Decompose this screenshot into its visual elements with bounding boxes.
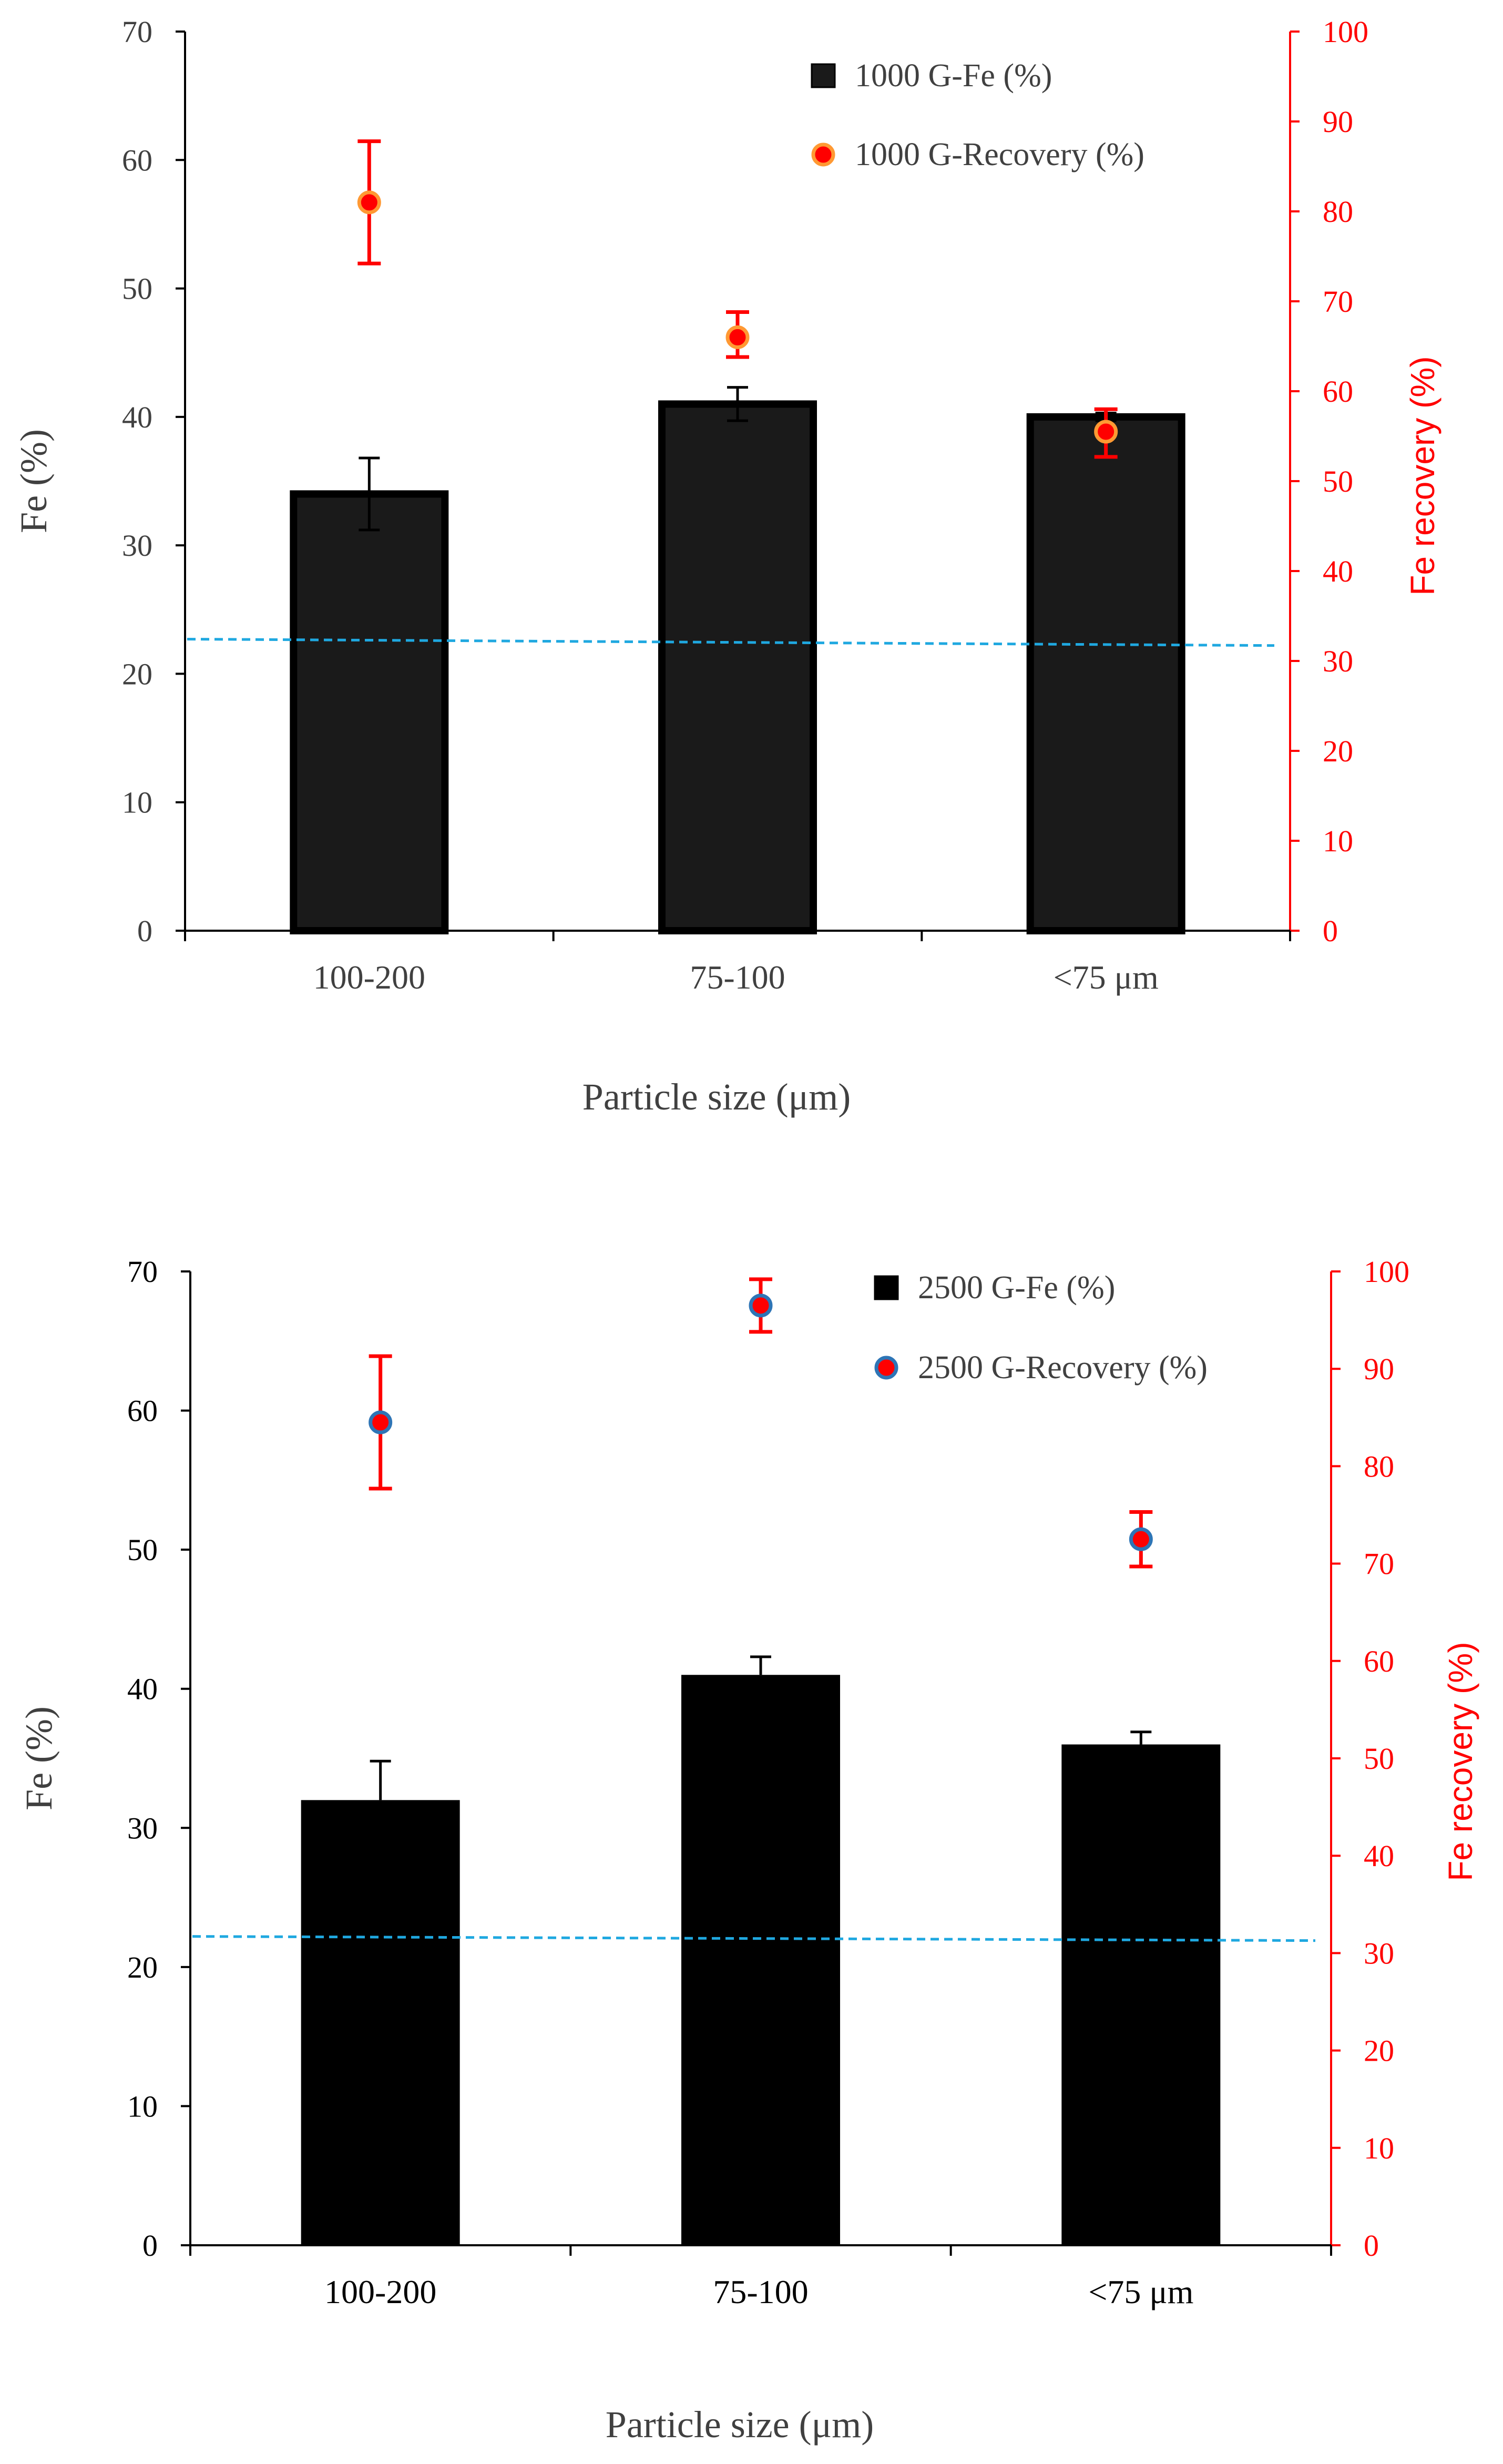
y-right-tick-label: 40 — [1364, 1839, 1394, 1873]
y-axis-left-title: Fe (%) — [18, 1706, 60, 1810]
y-left-tick-label: 60 — [127, 1394, 158, 1428]
y-right-tick-label: 60 — [1323, 374, 1353, 409]
y-right-tick-label: 0 — [1364, 2228, 1379, 2263]
y-left-tick-label: 0 — [137, 914, 152, 948]
y-right-tick-label: 60 — [1364, 1644, 1394, 1678]
y-left-tick-label: 10 — [122, 786, 152, 820]
x-category-label: 75-100 — [713, 2273, 808, 2310]
bar-1 — [681, 1675, 840, 2245]
recovery-point-0 — [369, 1410, 393, 1434]
recovery-point-1 — [749, 1294, 773, 1318]
y-right-tick-label: 80 — [1323, 195, 1353, 229]
bar-2 — [1026, 413, 1185, 934]
y-right-tick-label: 50 — [1364, 1742, 1394, 1776]
reference-dashed-line — [192, 1935, 1316, 1942]
x-category-label: 100-200 — [313, 959, 425, 996]
y-right-tick-label: 90 — [1364, 1352, 1394, 1386]
x-axis-title: Particle size (μm) — [582, 1076, 851, 1118]
y-right-tick-label: 40 — [1323, 554, 1353, 588]
legend-bar-label: 2500 G-Fe (%) — [918, 1270, 1115, 1306]
y-right-tick-label: 30 — [1323, 644, 1353, 678]
y-right-tick-label: 90 — [1323, 105, 1353, 139]
x-category-label: 75-100 — [690, 959, 785, 996]
y-right-tick-label: 80 — [1364, 1449, 1394, 1483]
y-left-tick-label: 30 — [127, 1811, 158, 1845]
y-right-tick-label: 50 — [1323, 464, 1353, 498]
y-right-tick-label: 20 — [1364, 2034, 1394, 2068]
legend-point-swatch — [874, 1356, 898, 1380]
bar-1 — [658, 400, 817, 934]
recovery-point-2 — [1129, 1527, 1153, 1551]
bar-0 — [290, 490, 449, 934]
y-axis-right-title: Fe recovery (%) — [1404, 356, 1441, 595]
recovery-point-2 — [1094, 420, 1118, 444]
y-left-tick-label: 50 — [127, 1533, 158, 1567]
recovery-point-0 — [357, 190, 381, 215]
x-category-label: <75 μm — [1088, 2273, 1193, 2310]
y-left-tick-label: 30 — [122, 528, 152, 563]
y-left-tick-label: 20 — [122, 657, 152, 691]
y-right-tick-label: 30 — [1364, 1936, 1394, 1970]
legend-bar-label: 1000 G-Fe (%) — [855, 58, 1052, 94]
x-axis-title: Particle size (μm) — [606, 2404, 874, 2446]
y-left-tick-label: 0 — [142, 2228, 158, 2263]
y-left-tick-label: 40 — [122, 400, 152, 434]
y-left-tick-label: 70 — [127, 1255, 158, 1289]
y-right-tick-label: 70 — [1364, 1547, 1394, 1581]
bar-0 — [301, 1800, 460, 2245]
y-right-tick-label: 100 — [1364, 1255, 1409, 1289]
chart-panel-2500g: 0 10 20 30 40 50 60 70 0 10 20 30 40 50 60 70 80 90 100 100… — [18, 1255, 1479, 2446]
y-left-tick-label: 20 — [127, 1950, 158, 1984]
y-axis-right-title: Fe recovery (%) — [1441, 1642, 1479, 1881]
reference-dashed-line — [187, 637, 1275, 647]
x-category-label: <75 μm — [1054, 959, 1159, 996]
bar-2 — [1061, 1744, 1221, 2245]
y-right-tick-label: 0 — [1323, 914, 1338, 948]
y-right-tick-label: 20 — [1323, 734, 1353, 768]
x-category-label: 100-200 — [324, 2273, 436, 2310]
y-axis-left-title: Fe (%) — [13, 429, 55, 533]
y-right-tick-label: 70 — [1323, 284, 1353, 319]
y-right-tick-label: 10 — [1364, 2131, 1394, 2165]
y-right-tick-label: 100 — [1323, 15, 1368, 49]
y-left-tick-label: 50 — [122, 272, 152, 306]
legend-bar-swatch — [811, 63, 836, 88]
legend-point-swatch — [811, 142, 835, 167]
y-left-tick-label: 40 — [127, 1672, 158, 1706]
legend-point-label: 2500 G-Recovery (%) — [918, 1350, 1208, 1386]
y-right-tick-label: 10 — [1323, 824, 1353, 858]
y-left-tick-label: 60 — [122, 143, 152, 177]
legend-point-label: 1000 G-Recovery (%) — [855, 137, 1144, 172]
legend-bar-swatch — [874, 1275, 899, 1300]
y-left-tick-label: 10 — [127, 2089, 158, 2123]
recovery-point-1 — [725, 325, 750, 349]
chart-panel-1000g: 0 10 20 30 40 50 60 70 0 10 20 30 40 50 60 70 80 90 100 100… — [13, 15, 1441, 1118]
y-left-tick-label: 70 — [122, 15, 152, 49]
